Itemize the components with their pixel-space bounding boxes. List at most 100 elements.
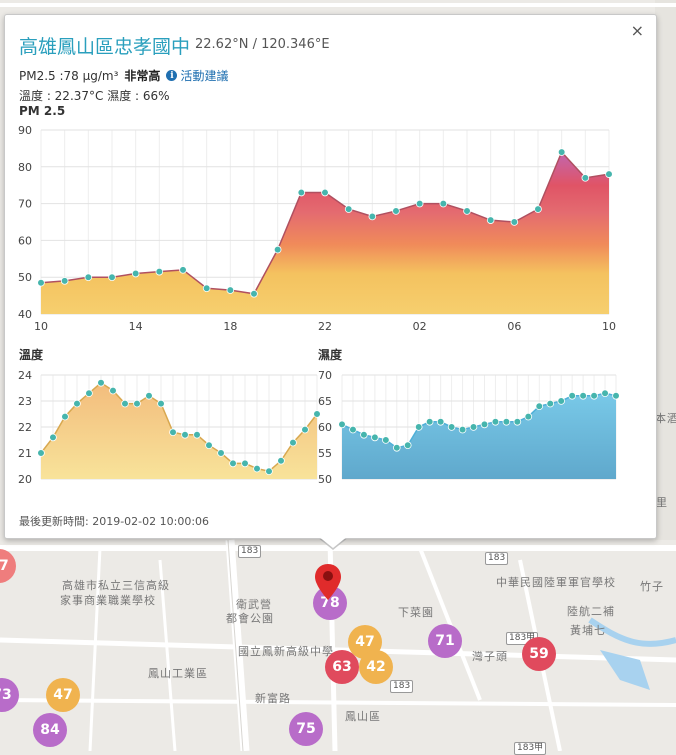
y-tick-label: 60 [18, 234, 32, 247]
data-point[interactable] [415, 199, 424, 208]
data-point[interactable] [241, 459, 249, 468]
data-point[interactable] [480, 420, 489, 429]
data-point[interactable] [193, 431, 201, 439]
data-point[interactable] [169, 428, 177, 436]
data-point[interactable] [510, 218, 519, 226]
data-point[interactable] [579, 391, 587, 400]
aqi-station-marker[interactable]: 59 [522, 637, 556, 671]
data-point[interactable] [181, 431, 189, 439]
data-point[interactable] [425, 417, 434, 426]
data-point[interactable] [297, 188, 306, 197]
data-point[interactable] [469, 423, 478, 431]
data-point[interactable] [368, 212, 377, 221]
data-point[interactable] [60, 277, 69, 285]
data-point[interactable] [447, 423, 456, 431]
location-pin-icon[interactable] [315, 564, 341, 600]
data-point[interactable] [524, 412, 533, 421]
data-point[interactable] [371, 433, 379, 442]
data-point[interactable] [313, 410, 321, 418]
pm25-value: PM2.5 :78 μg/m³ [19, 68, 119, 83]
data-point[interactable] [37, 278, 45, 287]
data-point[interactable] [37, 449, 45, 457]
map-place-label: 都會公園 [226, 612, 274, 625]
data-point[interactable] [179, 266, 187, 274]
close-icon[interactable]: × [630, 21, 644, 40]
data-point[interactable] [486, 216, 495, 224]
data-point[interactable] [205, 441, 213, 449]
data-point[interactable] [458, 425, 467, 434]
data-point[interactable] [321, 188, 329, 197]
data-point[interactable] [301, 425, 309, 434]
y-tick-label: 23 [18, 395, 32, 408]
data-point[interactable] [590, 391, 598, 400]
data-point[interactable] [436, 417, 445, 426]
data-point[interactable] [491, 417, 500, 426]
aqi-station-marker[interactable]: 63 [325, 650, 359, 684]
pm25-summary: PM2.5 :78 μg/m³ 非常高 i 活動建議 [19, 67, 228, 84]
data-point[interactable] [202, 284, 211, 293]
data-point[interactable] [463, 207, 471, 215]
data-point[interactable] [344, 205, 353, 213]
data-point[interactable] [73, 399, 81, 408]
data-point[interactable] [133, 399, 141, 408]
activity-advice-link[interactable]: i 活動建議 [166, 67, 228, 84]
data-point[interactable] [439, 199, 448, 208]
data-point[interactable] [84, 273, 93, 282]
data-point[interactable] [85, 389, 93, 398]
aqi-station-marker[interactable]: 71 [428, 624, 462, 658]
data-point[interactable] [502, 417, 511, 426]
aqi-station-marker[interactable]: 47 [46, 678, 80, 712]
data-point[interactable] [535, 402, 544, 410]
data-point[interactable] [273, 245, 282, 254]
data-point[interactable] [513, 417, 522, 426]
data-point[interactable] [403, 441, 412, 449]
map-place-label: 鳳山工業區 [148, 667, 208, 680]
info-icon: i [166, 70, 178, 81]
data-point[interactable] [131, 269, 140, 278]
data-point[interactable] [229, 459, 237, 468]
y-tick-label: 60 [318, 421, 332, 434]
data-point[interactable] [581, 174, 590, 182]
data-point[interactable] [109, 386, 117, 395]
data-point[interactable] [253, 464, 261, 473]
data-point[interactable] [546, 399, 555, 408]
data-point[interactable] [97, 378, 105, 387]
data-point[interactable] [601, 389, 609, 398]
data-point[interactable] [349, 425, 357, 434]
data-point[interactable] [289, 438, 297, 447]
data-point[interactable] [61, 412, 69, 421]
aqi-station-marker[interactable]: 67 [0, 549, 16, 583]
data-point[interactable] [568, 391, 576, 400]
data-point[interactable] [612, 391, 620, 400]
data-point[interactable] [217, 449, 225, 457]
aqi-station-marker[interactable]: 42 [359, 650, 393, 684]
data-point[interactable] [392, 207, 400, 215]
data-point[interactable] [157, 399, 165, 408]
data-point[interactable] [226, 286, 235, 294]
data-point[interactable] [250, 289, 258, 298]
data-point[interactable] [393, 444, 401, 452]
data-point[interactable] [534, 205, 542, 213]
y-tick-label: 20 [18, 473, 32, 486]
data-point[interactable] [414, 423, 423, 431]
data-point[interactable] [557, 397, 566, 405]
x-tick-label: 10 [602, 320, 616, 333]
data-point[interactable] [145, 391, 153, 400]
data-point[interactable] [382, 436, 390, 444]
data-point[interactable] [121, 399, 129, 408]
station-name[interactable]: 高雄鳳山區忠孝國中 [19, 36, 191, 58]
x-tick-label: 14 [129, 320, 143, 333]
data-point[interactable] [360, 431, 368, 439]
map-place-label: 國立鳳新高級中學 [238, 645, 334, 658]
data-point[interactable] [49, 433, 57, 442]
data-point[interactable] [108, 273, 116, 282]
aqi-station-marker[interactable]: 75 [289, 712, 323, 746]
data-point[interactable] [557, 148, 566, 156]
data-point[interactable] [265, 467, 273, 475]
data-point[interactable] [155, 267, 164, 276]
aqi-station-marker[interactable]: 84 [33, 713, 67, 747]
data-point[interactable] [338, 420, 346, 429]
aqi-station-marker[interactable]: 73 [0, 678, 19, 712]
data-point[interactable] [605, 170, 613, 178]
data-point[interactable] [277, 457, 285, 465]
